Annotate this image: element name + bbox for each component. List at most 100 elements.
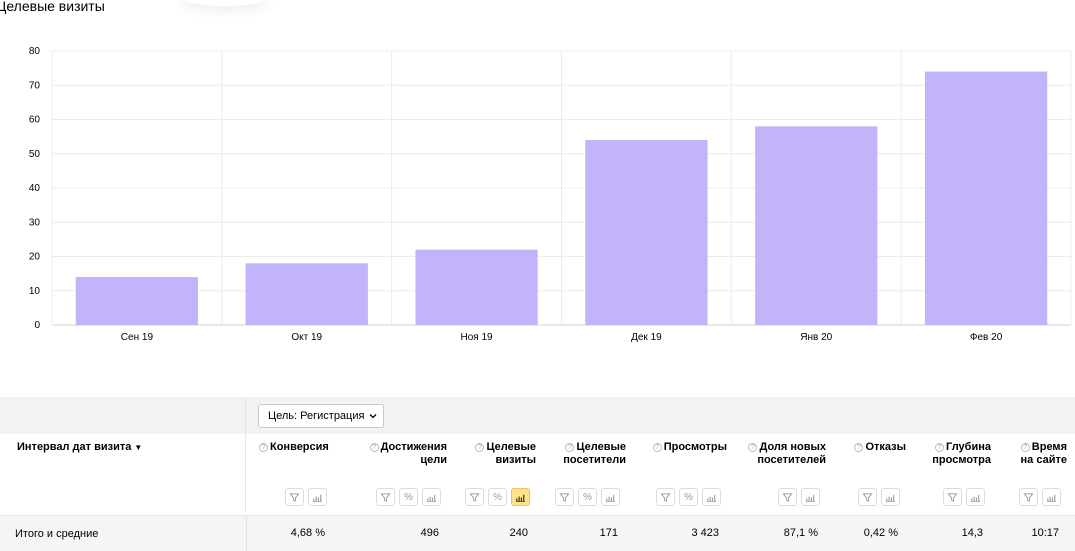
metric-tools: % [465, 488, 530, 506]
total-value: 3 423 [691, 527, 719, 539]
metric-name: Конверсия [270, 441, 329, 453]
goal-select[interactable]: Цель: Регистрация [258, 404, 385, 428]
help-icon[interactable]: ? [854, 443, 864, 452]
filter-button[interactable] [465, 488, 484, 506]
metric-name: Достижения цели [380, 441, 447, 466]
filter-button[interactable] [285, 488, 304, 506]
filter-button[interactable] [656, 488, 675, 506]
metric-header-button[interactable]: ? Конверсия [259, 441, 339, 454]
chart-toggle-button[interactable] [881, 488, 900, 506]
y-tick-label: 30 [29, 217, 41, 228]
filter-button[interactable] [858, 488, 877, 506]
bar [245, 263, 368, 325]
dimension-sort-button[interactable]: Интервал дат визита ▼ [17, 441, 142, 453]
filter-button[interactable] [555, 488, 574, 506]
percent-button[interactable]: % [399, 488, 418, 506]
bar-chart: 0 10 20 30 40 50 60 70 80 Сен 19 Окт 19 Ноя 19 Дек 1… [29, 46, 1072, 343]
filter-button[interactable] [1019, 488, 1038, 506]
metric-header-button[interactable]: ? Просмотры [637, 441, 727, 454]
x-tick-label: Ноя 19 [461, 332, 494, 343]
bar [75, 277, 199, 325]
bar-chart-icon [706, 492, 717, 503]
percent-button[interactable]: % [578, 488, 597, 506]
total-value: 14,3 [961, 527, 983, 539]
bar-chart-icon [312, 492, 323, 503]
filter-icon [1023, 492, 1034, 503]
metric-name: Доля новых посетителей [757, 441, 826, 466]
total-value: 87,1 % [783, 527, 818, 539]
chart-toggle-button[interactable] [601, 488, 620, 506]
metric-column: ? Глубина просмотра [906, 434, 991, 512]
metric-tools: % [555, 488, 620, 506]
chart-toggle-button[interactable] [1042, 488, 1061, 506]
chevron-down-icon [370, 414, 377, 419]
bar [755, 126, 878, 325]
help-icon[interactable]: ? [748, 443, 758, 452]
percent-button[interactable]: % [679, 488, 698, 506]
metric-tools: % [376, 488, 441, 506]
bar [415, 249, 538, 325]
x-tick-label: Окт 19 [291, 332, 322, 343]
metric-tools: % [656, 488, 721, 506]
percent-icon: % [684, 491, 693, 503]
dimension-label: Интервал дат визита [17, 441, 132, 453]
help-icon[interactable]: ? [652, 443, 662, 452]
x-tick-label: Янв 20 [800, 332, 832, 343]
metric-header-button[interactable]: ? Целевые визиты [466, 441, 536, 467]
total-value: 10:17 [1031, 527, 1059, 539]
filter-icon [380, 492, 391, 503]
bar-chart-icon [885, 492, 896, 503]
metric-column: ? Конверсия [249, 434, 333, 512]
filter-button[interactable] [778, 488, 797, 506]
metric-column: ? Целевые визиты% [447, 434, 536, 512]
metric-header-button[interactable]: ? Целевые посетители [546, 441, 626, 467]
x-tick-label: Фев 20 [970, 332, 1003, 343]
help-icon[interactable]: ? [369, 443, 379, 452]
metric-column: ? Доля новых посетителей [727, 434, 826, 512]
total-value: 0,42 % [863, 527, 898, 539]
chart-toggle-button[interactable] [966, 488, 985, 506]
bar [585, 140, 708, 325]
metric-header-button[interactable]: ? Глубина просмотра [921, 441, 991, 467]
bar [924, 71, 1048, 325]
metric-column: ? Целевые посетители% [536, 434, 626, 512]
chart-toggle-button[interactable] [422, 488, 441, 506]
metric-header-button[interactable]: ? Доля новых посетителей [736, 441, 826, 467]
metric-name: Время на сайте [1020, 441, 1067, 466]
bar-chart-icon [805, 492, 816, 503]
totals-row: Итого и средние 4,68 % 496 240 171 3 423 87,1… [0, 515, 1075, 551]
filter-icon [559, 492, 570, 503]
report-table: Цель: Регистрация Интервал дат визита ▼ ?… [0, 397, 1075, 551]
filter-button[interactable] [376, 488, 395, 506]
chart-toggle-button[interactable] [702, 488, 721, 506]
chart-toggle-button[interactable] [801, 488, 820, 506]
chart-toggle-button[interactable] [308, 488, 327, 506]
metric-column: ? Просмотры% [626, 434, 727, 512]
filter-icon [660, 492, 671, 503]
goal-toolbar-left [0, 397, 246, 434]
bar-chart-icon [1046, 492, 1057, 503]
help-icon[interactable]: ? [259, 443, 268, 452]
percent-icon: % [404, 491, 413, 503]
percent-icon: % [493, 491, 502, 503]
metric-tools [1019, 488, 1061, 506]
metric-header-button[interactable]: ? Время на сайте [1007, 441, 1067, 467]
totals-label: Итого и средние [15, 528, 99, 540]
goal-select-label: Цель: Регистрация [268, 410, 365, 422]
metric-tools [858, 488, 900, 506]
help-icon[interactable]: ? [475, 443, 485, 452]
percent-button[interactable]: % [488, 488, 507, 506]
metric-header-button[interactable]: ? Отказы [836, 441, 906, 454]
help-icon[interactable]: ? [565, 443, 575, 452]
y-tick-label: 40 [29, 183, 41, 194]
dimension-header: Интервал дат визита ▼ [0, 434, 246, 512]
bar-chart-icon [515, 492, 526, 503]
y-tick-label: 50 [29, 149, 41, 160]
total-value: 240 [509, 527, 528, 539]
bar-chart-icon [426, 492, 437, 503]
help-icon[interactable]: ? [1020, 443, 1030, 452]
help-icon[interactable]: ? [935, 443, 945, 452]
chart-toggle-button-active[interactable] [511, 488, 530, 506]
filter-button[interactable] [943, 488, 962, 506]
metric-header-button[interactable]: ? Достижения цели [357, 441, 447, 467]
